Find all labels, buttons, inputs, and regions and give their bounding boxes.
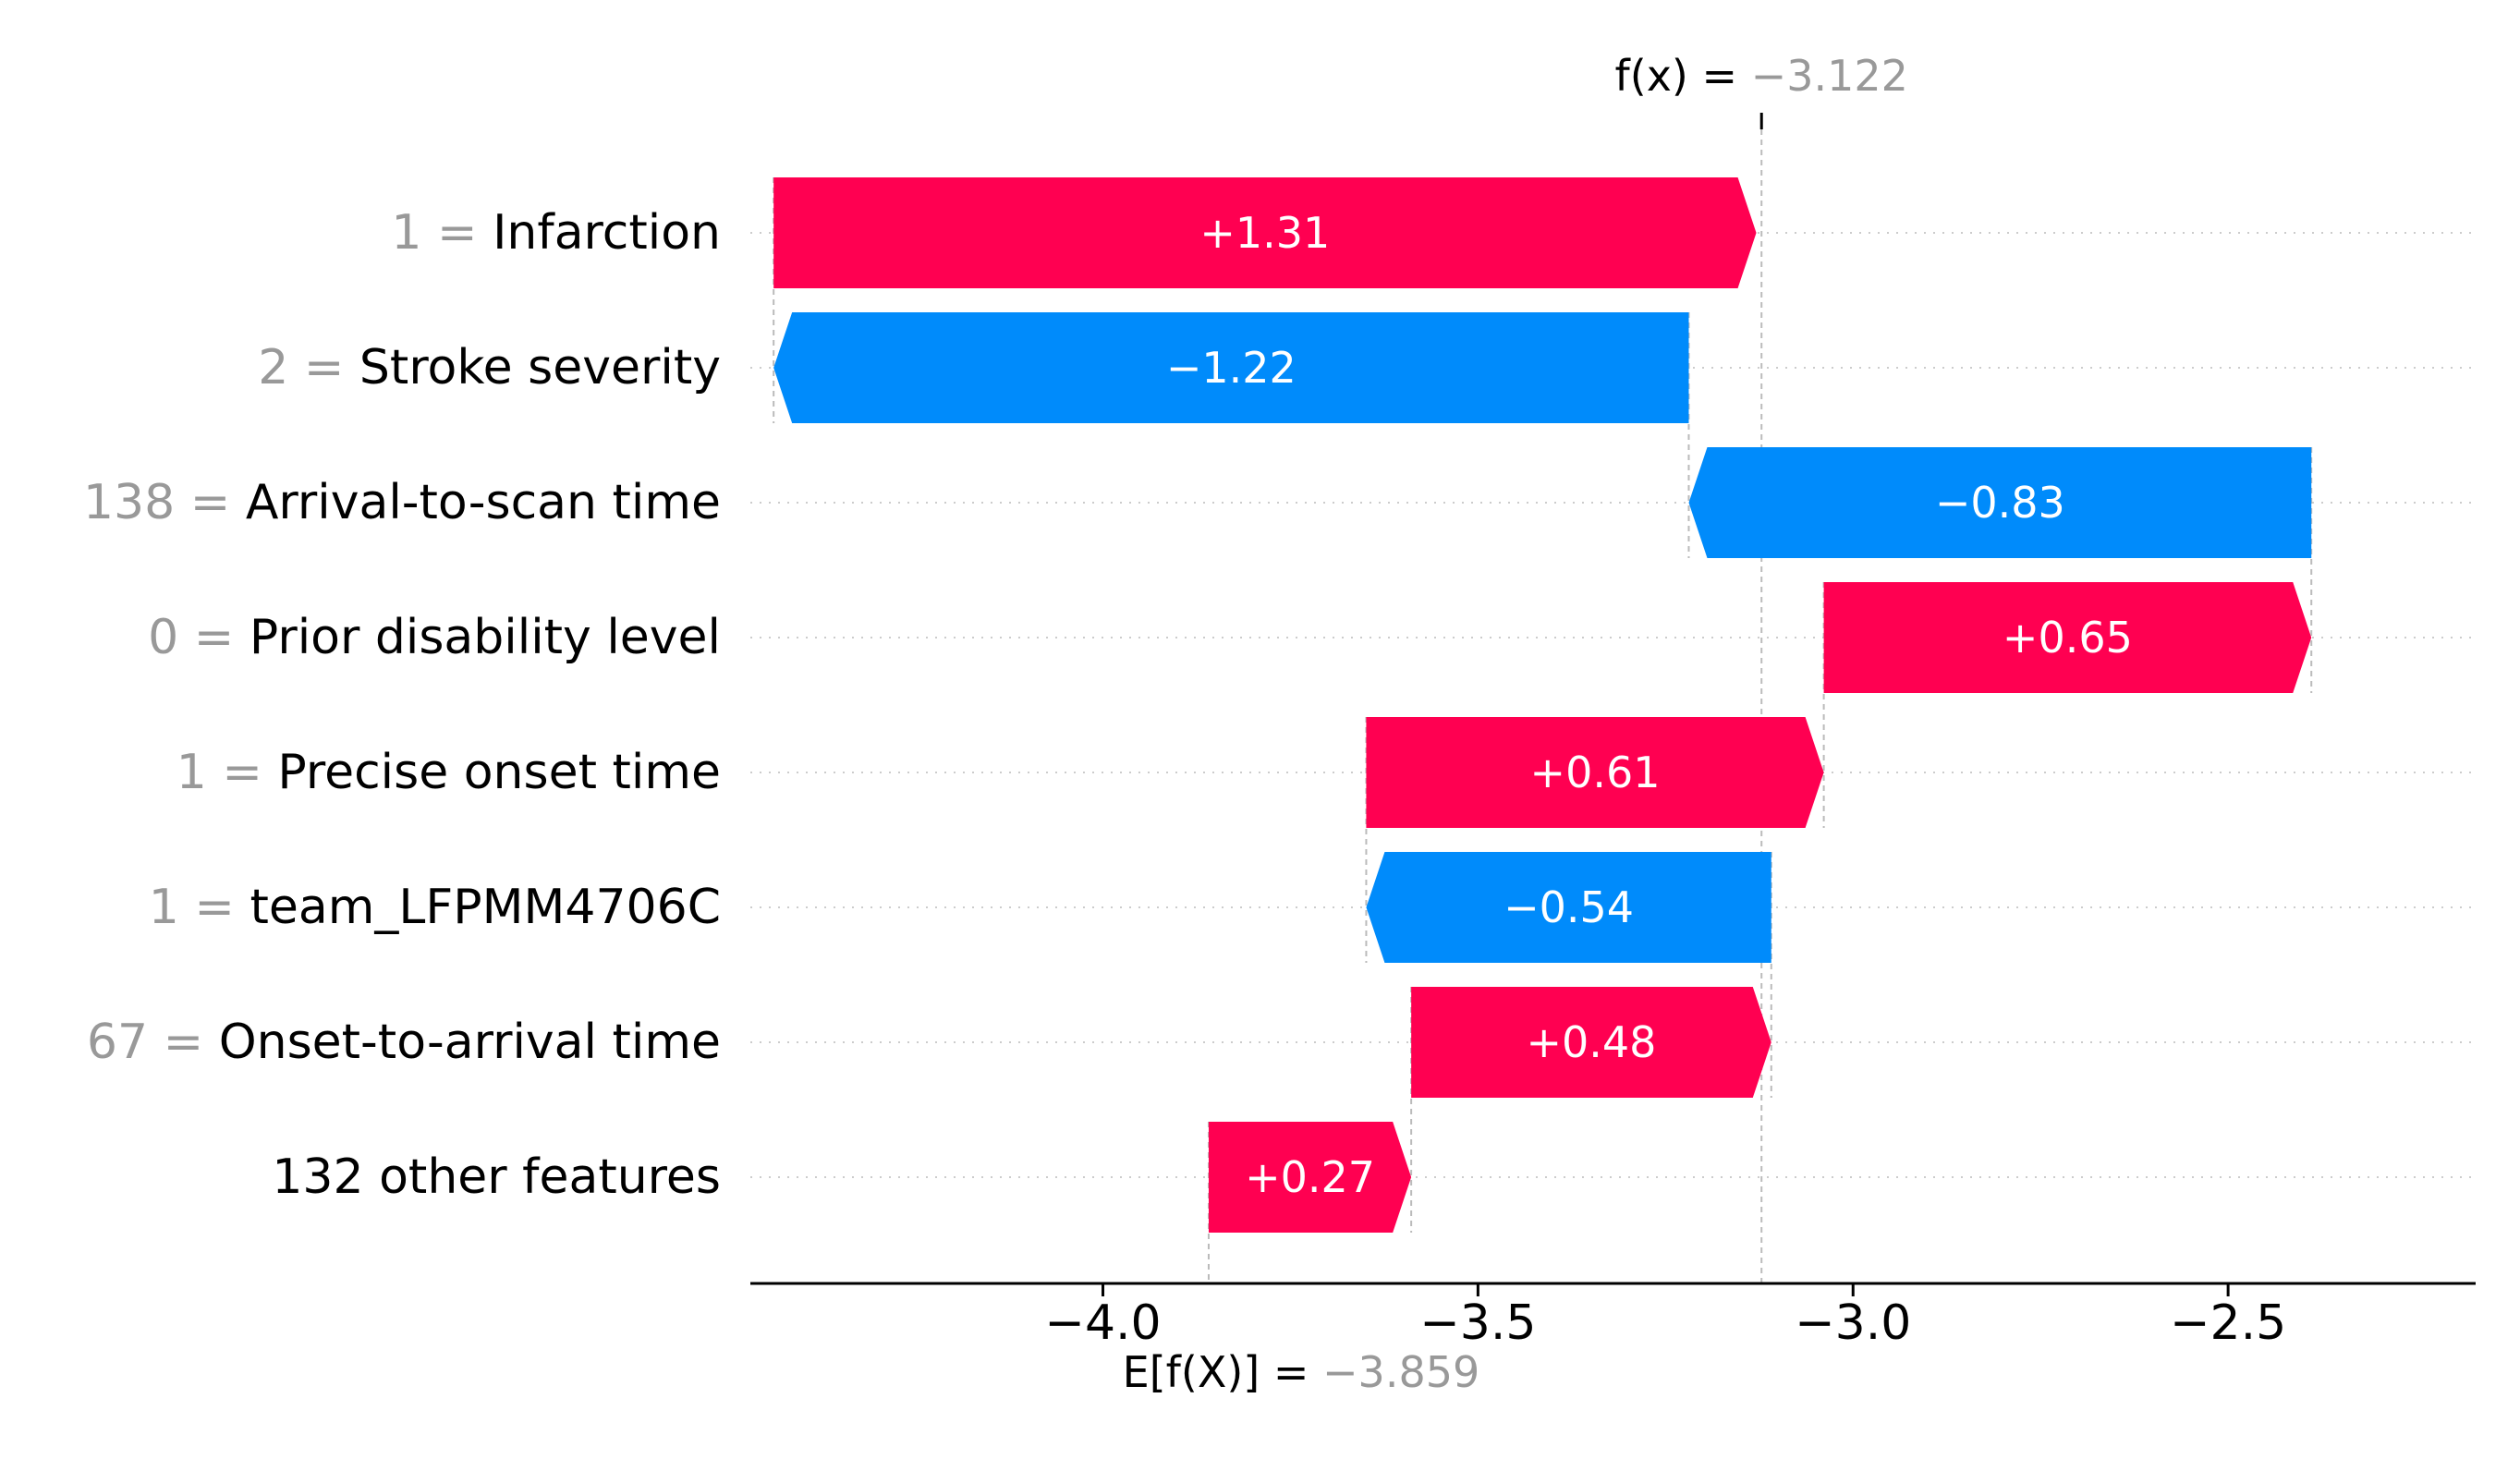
bar-negative xyxy=(1688,447,2312,558)
bar-positive xyxy=(1411,987,1771,1098)
x-axis: −4.0 −3.5 −3.0 −2.5 f(x) = −3.122 E[f(X)] = −… xyxy=(750,51,2476,1397)
feature-name: Precise onset time xyxy=(277,745,721,800)
feature-name: Infarction xyxy=(493,205,721,261)
bar-positive xyxy=(1208,1122,1412,1233)
feature-name: Onset-to-arrival time xyxy=(219,1015,721,1070)
feature-value: 1 = xyxy=(149,880,250,935)
bar-value-label: −0.83 xyxy=(1935,478,2065,528)
feature-value: 1 = xyxy=(177,745,278,800)
output-label-prefix: f(x) = xyxy=(1615,51,1751,101)
feature-label: 1 = Infarction xyxy=(391,205,721,261)
base-value-label: E[f(X)] = −3.859 xyxy=(1123,1347,1480,1397)
base-label-prefix: E[f(X)] = xyxy=(1123,1347,1322,1397)
x-tick-label: −4.0 xyxy=(1044,1295,1161,1351)
bar-positive xyxy=(1823,582,2312,693)
feature-label: 2 = Stroke severity xyxy=(258,340,721,395)
bar-layer xyxy=(773,177,2312,1233)
bar-value-label: +0.65 xyxy=(2003,613,2133,663)
bar-value-label: −1.22 xyxy=(1166,343,1297,393)
feature-value: 138 = xyxy=(83,475,246,530)
feature-value: 0 = xyxy=(148,610,250,665)
feature-label: 132 other features xyxy=(272,1149,721,1205)
label-layer: +1.31 −1.22 −0.83 +0.65 +0.61 −0.54 +0.48 +0.27… xyxy=(83,205,2133,1205)
x-tick-label: −3.5 xyxy=(1419,1295,1536,1351)
x-tick-label: −2.5 xyxy=(2170,1295,2286,1351)
bar-value-label: +0.27 xyxy=(1245,1152,1375,1202)
bar-value-label: +1.31 xyxy=(1199,208,1330,258)
feature-value: 1 = xyxy=(391,205,493,261)
feature-value: 67 = xyxy=(87,1015,219,1070)
feature-name: Prior disability level xyxy=(250,610,721,665)
feature-label: 0 = Prior disability level xyxy=(148,610,721,665)
feature-label: 1 = team_LFPMM4706C xyxy=(149,880,721,935)
bar-negative xyxy=(773,312,1689,423)
bar-value-label: +0.61 xyxy=(1530,748,1661,797)
bar-positive xyxy=(773,177,1757,288)
bar-negative xyxy=(1366,852,1771,963)
feature-name: Arrival-to-scan time xyxy=(246,475,721,530)
feature-name: team_LFPMM4706C xyxy=(250,880,721,935)
x-tick-label: −3.0 xyxy=(1795,1295,1911,1351)
base-label-value: −3.859 xyxy=(1322,1347,1479,1397)
output-value-label: f(x) = −3.122 xyxy=(1615,51,1908,101)
feature-name: Stroke severity xyxy=(359,340,721,395)
bar-value-label: −0.54 xyxy=(1503,882,1634,932)
feature-value: 2 = xyxy=(258,340,359,395)
bar-value-label: +0.48 xyxy=(1526,1017,1656,1067)
feature-name: 132 other features xyxy=(272,1149,721,1205)
bar-positive xyxy=(1366,717,1824,828)
feature-label: 67 = Onset-to-arrival time xyxy=(87,1015,721,1070)
feature-label: 138 = Arrival-to-scan time xyxy=(83,475,721,530)
feature-label: 1 = Precise onset time xyxy=(177,745,721,800)
connector-layer xyxy=(773,129,2313,1283)
output-label-value: −3.122 xyxy=(1751,51,1908,101)
